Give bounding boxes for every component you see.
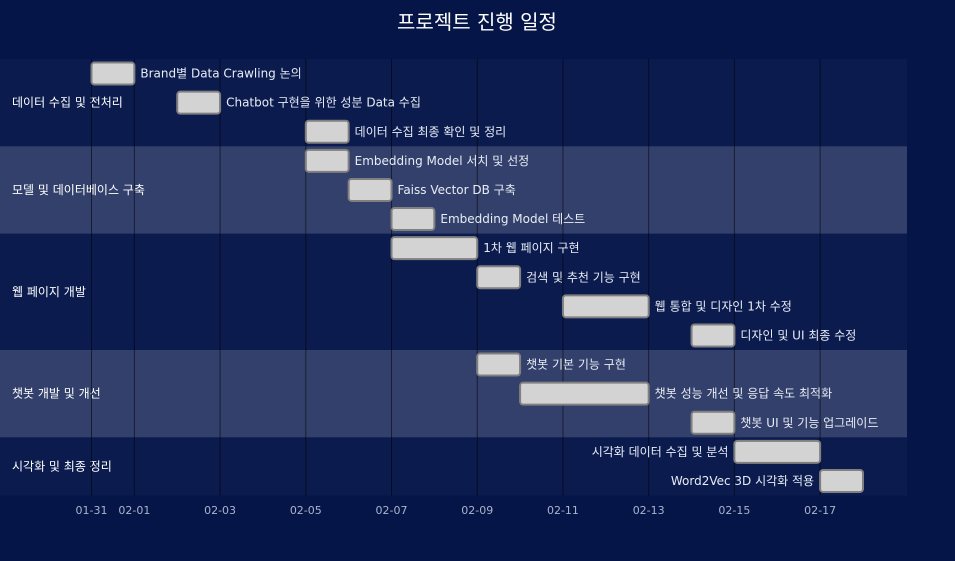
task-label: 웹 통합 및 디자인 1차 수정	[655, 299, 792, 313]
task-label: Word2Vec 3D 시각화 적용	[671, 474, 814, 488]
x-tick-label: 02-09	[461, 504, 493, 517]
group-label: 모델 및 데이터베이스 구축	[12, 183, 145, 197]
task-bar	[690, 410, 736, 435]
task-label: Embedding Model 테스트	[440, 212, 585, 226]
task-label: 챗봇 기본 기능 구현	[526, 357, 626, 372]
task-label: Brand별 Data Crawling 논의	[140, 67, 301, 81]
x-tick-label: 02-13	[633, 504, 665, 517]
task-label: 시각화 데이터 수집 및 분석	[592, 445, 729, 459]
task-label: Embedding Model 서치 및 선정	[355, 154, 530, 168]
task-bar	[561, 294, 650, 319]
task-bar	[90, 61, 136, 86]
task-label: Faiss Vector DB 구축	[398, 183, 516, 197]
group-band	[0, 146, 907, 234]
x-tick-label: 02-17	[804, 504, 836, 517]
task-label: 챗봇 성능 개선 및 응답 속도 최적화	[655, 386, 832, 401]
task-label: 검색 및 추천 기능 구현	[526, 269, 641, 284]
group-label: 챗봇 개발 및 개선	[12, 386, 101, 401]
group-label: 웹 페이지 개발	[12, 285, 86, 299]
x-tick-label: 02-05	[290, 504, 322, 517]
task-label: 1차 웹 페이지 구현	[483, 241, 579, 255]
task-bar	[733, 439, 822, 464]
task-bar	[176, 90, 222, 115]
x-tick-label: 02-11	[547, 504, 579, 517]
x-tick-label: 01-31	[76, 504, 108, 517]
task-label: 챗봇 UI 및 기능 업그레이드	[740, 415, 878, 430]
task-bar	[304, 148, 350, 173]
task-bar	[390, 207, 436, 232]
task-bar	[476, 352, 522, 377]
task-label: Chatbot 구현을 위한 성분 Data 수집	[226, 96, 421, 110]
x-tick-label: 02-03	[204, 504, 236, 517]
task-bar	[476, 265, 522, 290]
group-band	[0, 350, 907, 438]
task-bar	[519, 381, 650, 406]
task-bar	[690, 323, 736, 348]
task-bar	[819, 468, 864, 493]
task-bar	[347, 177, 393, 202]
group-label: 시각화 및 최종 정리	[12, 459, 112, 473]
group-label: 데이터 수집 및 전처리	[12, 96, 123, 110]
chart-title: 프로젝트 진행 일정	[397, 10, 557, 34]
x-tick-label: 02-07	[376, 504, 408, 517]
task-bar	[390, 236, 479, 261]
task-label: 디자인 및 UI 최종 수정	[740, 328, 856, 342]
x-tick-label: 02-15	[718, 504, 750, 517]
task-bar	[304, 119, 350, 144]
x-tick-label: 02-01	[118, 504, 150, 517]
task-label: 데이터 수집 최종 확인 및 정리	[355, 125, 507, 139]
